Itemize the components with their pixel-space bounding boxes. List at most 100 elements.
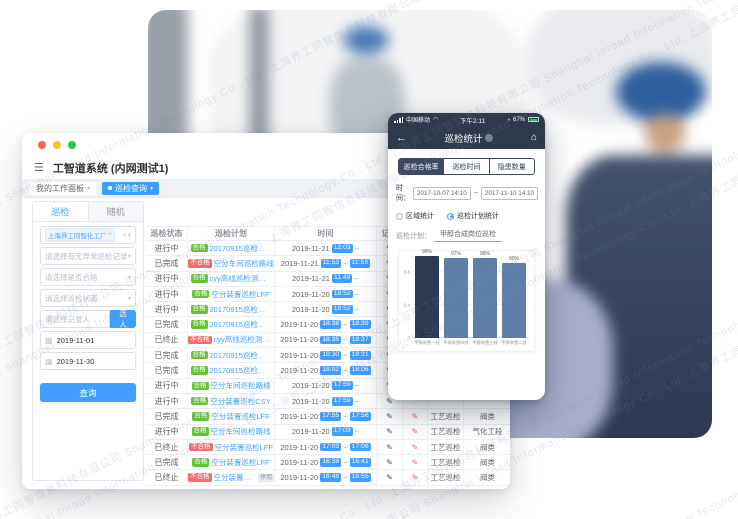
date-to-input[interactable]: ▦ 2019-11-30 bbox=[40, 352, 136, 370]
table-row[interactable]: 进行中 合格 空分车间巡检路线 2019-11-20 17:03 ~ ✎ ✎ 工艺巡检 气化工段 bbox=[146, 424, 510, 440]
table-row[interactable]: 已完成 合格 空分装置巡检LFF 2019-11-20 16:38 ~16:41 ✎ ✎ 工艺巡… bbox=[146, 455, 510, 471]
date-from-input[interactable]: ▦ 2019-11-01 bbox=[40, 331, 136, 349]
plan-link[interactable]: 空分装置巡检CSY bbox=[210, 396, 271, 406]
chart-bar[interactable]: 96% 甲醇装置三线 bbox=[472, 251, 497, 345]
plan-link[interactable]: cyy高线巡检测试计划 bbox=[213, 335, 275, 345]
time-from-input[interactable]: 2017-10-07 14:10 bbox=[413, 186, 471, 200]
abnormal-icon[interactable]: ✎ bbox=[403, 470, 428, 485]
plan-link[interactable]: 20170915巡检测试 bbox=[209, 304, 272, 314]
qualified-badge: 合格 bbox=[191, 381, 209, 391]
abnormal-icon[interactable] bbox=[403, 393, 428, 409]
plan-link[interactable]: 20170915巡检测试 bbox=[209, 366, 272, 376]
end-time-pill: 18:06 bbox=[349, 366, 371, 375]
abnormal-icon[interactable]: ✎ bbox=[403, 424, 428, 439]
record-icon[interactable]: ✎ bbox=[377, 393, 403, 409]
time-separator: ~ bbox=[343, 335, 348, 345]
date-label: 2019-11-20 bbox=[291, 289, 330, 299]
plan-link[interactable]: 空分车间巡检路线 bbox=[210, 381, 271, 391]
plan-link[interactable]: 空分装置巡检LFF bbox=[214, 442, 273, 452]
radio-label: 区域统计 bbox=[406, 213, 434, 220]
pick-person-button[interactable]: 选人 bbox=[110, 309, 136, 329]
bar-category-label: 甲醇装置三线 bbox=[472, 340, 498, 345]
abnormal-icon[interactable]: ✎ bbox=[403, 409, 428, 424]
factory-select[interactable]: 上海界工同智化工厂 × × ▾ bbox=[40, 226, 136, 244]
date-label: 2019-11-21 bbox=[280, 258, 319, 268]
plan-link[interactable]: 空分装置巡检LFF bbox=[211, 411, 270, 421]
abnormal-icon[interactable]: ✎ bbox=[403, 439, 428, 455]
segment-隐患数量[interactable]: 隐患数量 bbox=[488, 159, 534, 174]
date-label: 2019-11-20 bbox=[280, 473, 319, 483]
table-row[interactable]: 已终止 不合格 空分装置巡检LFF 2019-11-20 17:03 ~17:06 ✎ ✎ 工艺… bbox=[146, 439, 510, 456]
time-to-input[interactable]: 2017-11-10 14:10 bbox=[480, 186, 539, 200]
record-icon[interactable]: ✎ bbox=[377, 424, 403, 439]
plan-select[interactable]: 甲醇合成岗位巡检 bbox=[434, 229, 502, 242]
table-row[interactable]: 已完成 合格 空分装置巡检LFF 2019-11-20 17:55 ~17:56 ✎ ✎ 工艺巡… bbox=[146, 409, 510, 425]
status-cell: 已完成 bbox=[146, 256, 188, 271]
chart-bar[interactable]: 99% 甲醇装置一线 bbox=[414, 249, 439, 345]
bar-value-label: 97% bbox=[450, 250, 461, 257]
query-button[interactable]: 查询 bbox=[40, 383, 136, 402]
plan-link[interactable]: 20170915巡检测试 bbox=[209, 243, 272, 253]
plan-cell: 不合格cyy高线巡检测试计划 bbox=[188, 332, 275, 348]
filter-select[interactable]: 请选择有无异常巡检记录 ▾ bbox=[40, 247, 136, 265]
workspace-tab[interactable]: 巡检查询 ▾ bbox=[102, 181, 160, 195]
chart-bar[interactable]: 90% 甲醇装置二线 bbox=[501, 256, 526, 345]
plan-link[interactable]: 空分装置巡检LFF bbox=[213, 473, 256, 483]
plan-link[interactable]: 空分装置巡检LFF bbox=[211, 457, 270, 467]
hamburger-menu-icon[interactable]: ☰ bbox=[34, 161, 44, 174]
plan-cell: 合格 20170915巡检测试 bbox=[188, 241, 275, 256]
qualified-badge: 合格 bbox=[191, 396, 209, 406]
end-time-pill: 18:37 bbox=[349, 335, 371, 345]
record-icon[interactable]: ✎ bbox=[377, 455, 403, 470]
home-icon[interactable]: ⌂ bbox=[530, 132, 537, 143]
plan-link[interactable]: 20170915巡检测试 bbox=[209, 350, 272, 360]
table-row[interactable]: 已终止不合格空分装置巡检LFF停用2019-11-2016:48~16:55✎✎… bbox=[146, 470, 510, 486]
time-cell: 2019-11-21 11:53 ~11:58 bbox=[275, 256, 377, 271]
filter-select[interactable]: 请选择巡检状态 ▾ bbox=[40, 289, 136, 307]
chart-bar[interactable]: 97% 甲醇装置四线 bbox=[443, 251, 468, 346]
back-arrow-icon[interactable]: ← bbox=[396, 131, 407, 144]
recorder-input[interactable]: 请选择记录人 bbox=[40, 310, 110, 328]
filter-select[interactable]: 请选择是否合格 ▾ bbox=[40, 268, 136, 286]
minimize-window-button[interactable] bbox=[53, 141, 61, 149]
remove-tag-icon[interactable]: × bbox=[108, 232, 113, 238]
zoom-window-button[interactable] bbox=[68, 141, 76, 149]
segment-巡检合格率[interactable]: 巡检合格率 bbox=[399, 159, 444, 174]
time-separator: ~ bbox=[343, 442, 348, 452]
phone-page-title: 巡检统计 bbox=[407, 131, 531, 145]
radio-巡检计划统计[interactable] bbox=[447, 212, 454, 220]
abnormal-icon[interactable]: ✎ bbox=[403, 455, 428, 470]
start-time-pill: 17:03 bbox=[331, 427, 353, 437]
select-placeholder: 请选择巡检状态 bbox=[45, 293, 98, 303]
time-separator: ~ bbox=[354, 304, 360, 314]
chart-plot-area: 0 0.4 0.8 99% 甲醇装置一线 97% 甲醇装置四线 96% 甲醇装置三线 90% 甲醇装… bbox=[404, 249, 529, 346]
clear-and-caret-icon[interactable]: × ▾ bbox=[122, 232, 131, 239]
sidebar-tab-巡检[interactable]: 巡检 bbox=[33, 202, 88, 221]
area-cell: 气化工段 bbox=[472, 427, 503, 437]
date-label: 2019-11-20 bbox=[280, 457, 319, 467]
plan-link[interactable]: cyy高线巡检测试计划 bbox=[209, 274, 272, 284]
time-cell: 2019-11-20 17:59 ~ bbox=[275, 393, 377, 409]
abnormal-flag-icon: ✎ bbox=[411, 442, 419, 452]
plan-link[interactable]: 空分车间巡检路线 bbox=[213, 258, 274, 268]
workspace-tab[interactable]: 我的工作面板 ▾ bbox=[30, 181, 97, 195]
start-time-pill: 18:38 bbox=[320, 320, 342, 330]
plan-link[interactable]: 空分装置巡检LFF bbox=[211, 289, 270, 299]
plan-cell: 合格 空分车间巡检路线 bbox=[188, 424, 275, 439]
close-window-button[interactable] bbox=[38, 141, 46, 149]
qualified-badge: 合格 bbox=[190, 366, 208, 375]
calendar-icon: ▦ bbox=[45, 335, 53, 345]
info-icon[interactable] bbox=[485, 133, 494, 142]
record-icon[interactable]: ✎ bbox=[377, 439, 403, 455]
plan-link[interactable]: 20170915巡检测试 bbox=[209, 320, 272, 330]
bar-value-label: 96% bbox=[479, 251, 490, 258]
radio-区域统计[interactable] bbox=[396, 212, 403, 220]
record-icon[interactable]: ✎ bbox=[377, 470, 403, 485]
sidebar-tab-随机[interactable]: 随机 bbox=[87, 202, 143, 221]
record-icon[interactable]: ✎ bbox=[377, 409, 403, 424]
segment-巡检时间[interactable]: 巡检时间 bbox=[443, 159, 489, 174]
time-separator: ~ bbox=[473, 189, 478, 197]
plan-link[interactable]: 空分车间巡检路线 bbox=[210, 427, 271, 437]
qualified-badge: 合格 bbox=[191, 427, 209, 436]
time-separator: ~ bbox=[354, 289, 360, 299]
